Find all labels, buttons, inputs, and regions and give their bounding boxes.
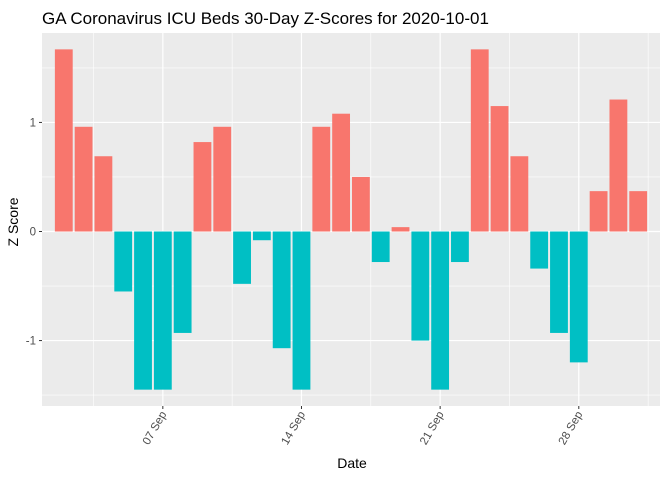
bar-2020-09-10 (213, 126, 232, 232)
bar-2020-09-30 (609, 99, 628, 232)
bar-2020-09-04 (94, 156, 113, 232)
bar-2020-09-12 (252, 231, 271, 241)
bars (54, 49, 648, 390)
bar-2020-09-19 (391, 227, 410, 232)
bar-2020-09-21 (431, 231, 450, 390)
bar-2020-09-23 (470, 49, 489, 232)
bar-2020-09-20 (411, 231, 430, 341)
y-axis: -1 0 1 (26, 117, 42, 348)
bar-2020-10-01 (629, 191, 648, 232)
bar-2020-09-02 (54, 49, 73, 232)
bar-2020-09-09 (193, 142, 212, 232)
chart-title: GA Coronavirus ICU Beds 30-Day Z-Scores … (42, 9, 489, 28)
bar-2020-09-26 (530, 231, 549, 269)
x-axis-title: Date (337, 455, 367, 471)
y-tick-label: -1 (26, 336, 36, 348)
y-axis-title: Z Score (5, 197, 21, 246)
bar-2020-09-29 (589, 191, 608, 232)
x-tick-label: 28 Sep (557, 410, 586, 448)
bar-2020-09-14 (292, 231, 311, 390)
bar-2020-09-03 (74, 126, 93, 232)
bar-2020-09-16 (332, 113, 351, 232)
y-tick-label: 1 (30, 117, 36, 129)
bar-2020-09-11 (233, 231, 251, 284)
bar-2020-09-05 (114, 231, 133, 292)
bar-2020-09-15 (312, 126, 331, 232)
bar-2020-09-27 (550, 231, 568, 333)
bar-2020-09-25 (510, 156, 529, 232)
x-axis: 07 Sep 14 Sep 21 Sep 28 Sep (141, 406, 586, 448)
bar-2020-09-17 (351, 176, 370, 232)
x-tick-label: 21 Sep (418, 410, 447, 448)
bar-2020-09-24 (490, 106, 509, 232)
y-tick-label: 0 (30, 226, 36, 238)
bar-2020-09-22 (451, 231, 469, 263)
bar-2020-09-07 (153, 231, 172, 390)
bar-2020-09-08 (173, 231, 192, 333)
x-tick-label: 07 Sep (141, 410, 170, 448)
bar-2020-09-18 (371, 231, 390, 263)
bar-2020-09-28 (569, 231, 588, 363)
gridlines (42, 33, 660, 406)
x-tick-label: 14 Sep (279, 410, 308, 448)
bar-2020-09-06 (134, 231, 152, 390)
bar-2020-09-13 (272, 231, 291, 349)
